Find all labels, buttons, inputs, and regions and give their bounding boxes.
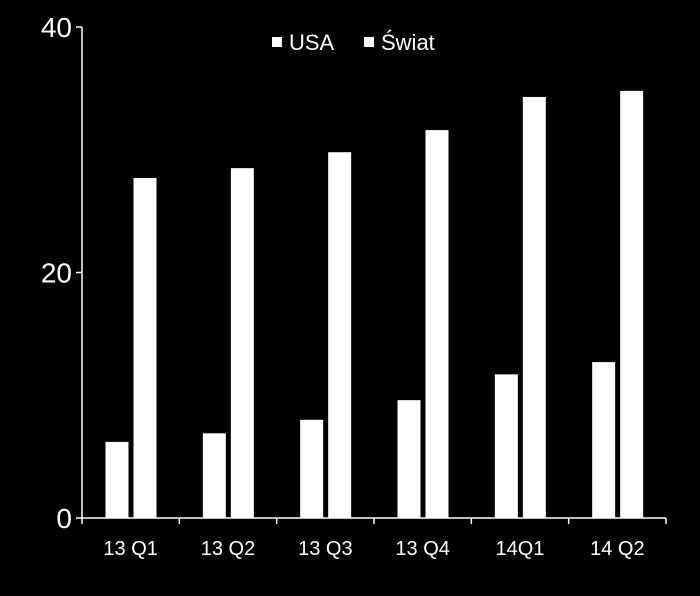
bar-usa: [494, 374, 518, 518]
bar-swiat: [620, 90, 644, 518]
x-tick-label: 13 Q3: [298, 538, 352, 560]
bar-swiat: [133, 177, 157, 519]
legend-swatch: [364, 37, 374, 47]
y-tick-label: 40: [41, 12, 72, 43]
x-tick-label: 14Q1: [496, 538, 545, 560]
bar-swiat: [230, 168, 254, 518]
bar-usa: [397, 400, 421, 518]
bar-swiat: [328, 152, 352, 518]
bar-swiat: [522, 96, 546, 518]
x-tick-label: 13 Q1: [103, 538, 157, 560]
legend-swatch: [272, 37, 282, 47]
x-tick-label: 13 Q2: [201, 538, 255, 560]
y-tick-label: 0: [56, 503, 72, 534]
bar-usa: [592, 362, 616, 518]
bar-usa: [105, 441, 129, 518]
bar-swiat: [425, 130, 449, 519]
legend-label: USA: [289, 30, 335, 55]
bar-usa: [300, 419, 324, 518]
y-tick-label: 20: [41, 258, 72, 289]
x-tick-label: 14 Q2: [590, 538, 644, 560]
bar-usa: [202, 433, 226, 518]
legend-label: Świat: [381, 30, 435, 55]
x-tick-label: 13 Q4: [395, 538, 449, 560]
